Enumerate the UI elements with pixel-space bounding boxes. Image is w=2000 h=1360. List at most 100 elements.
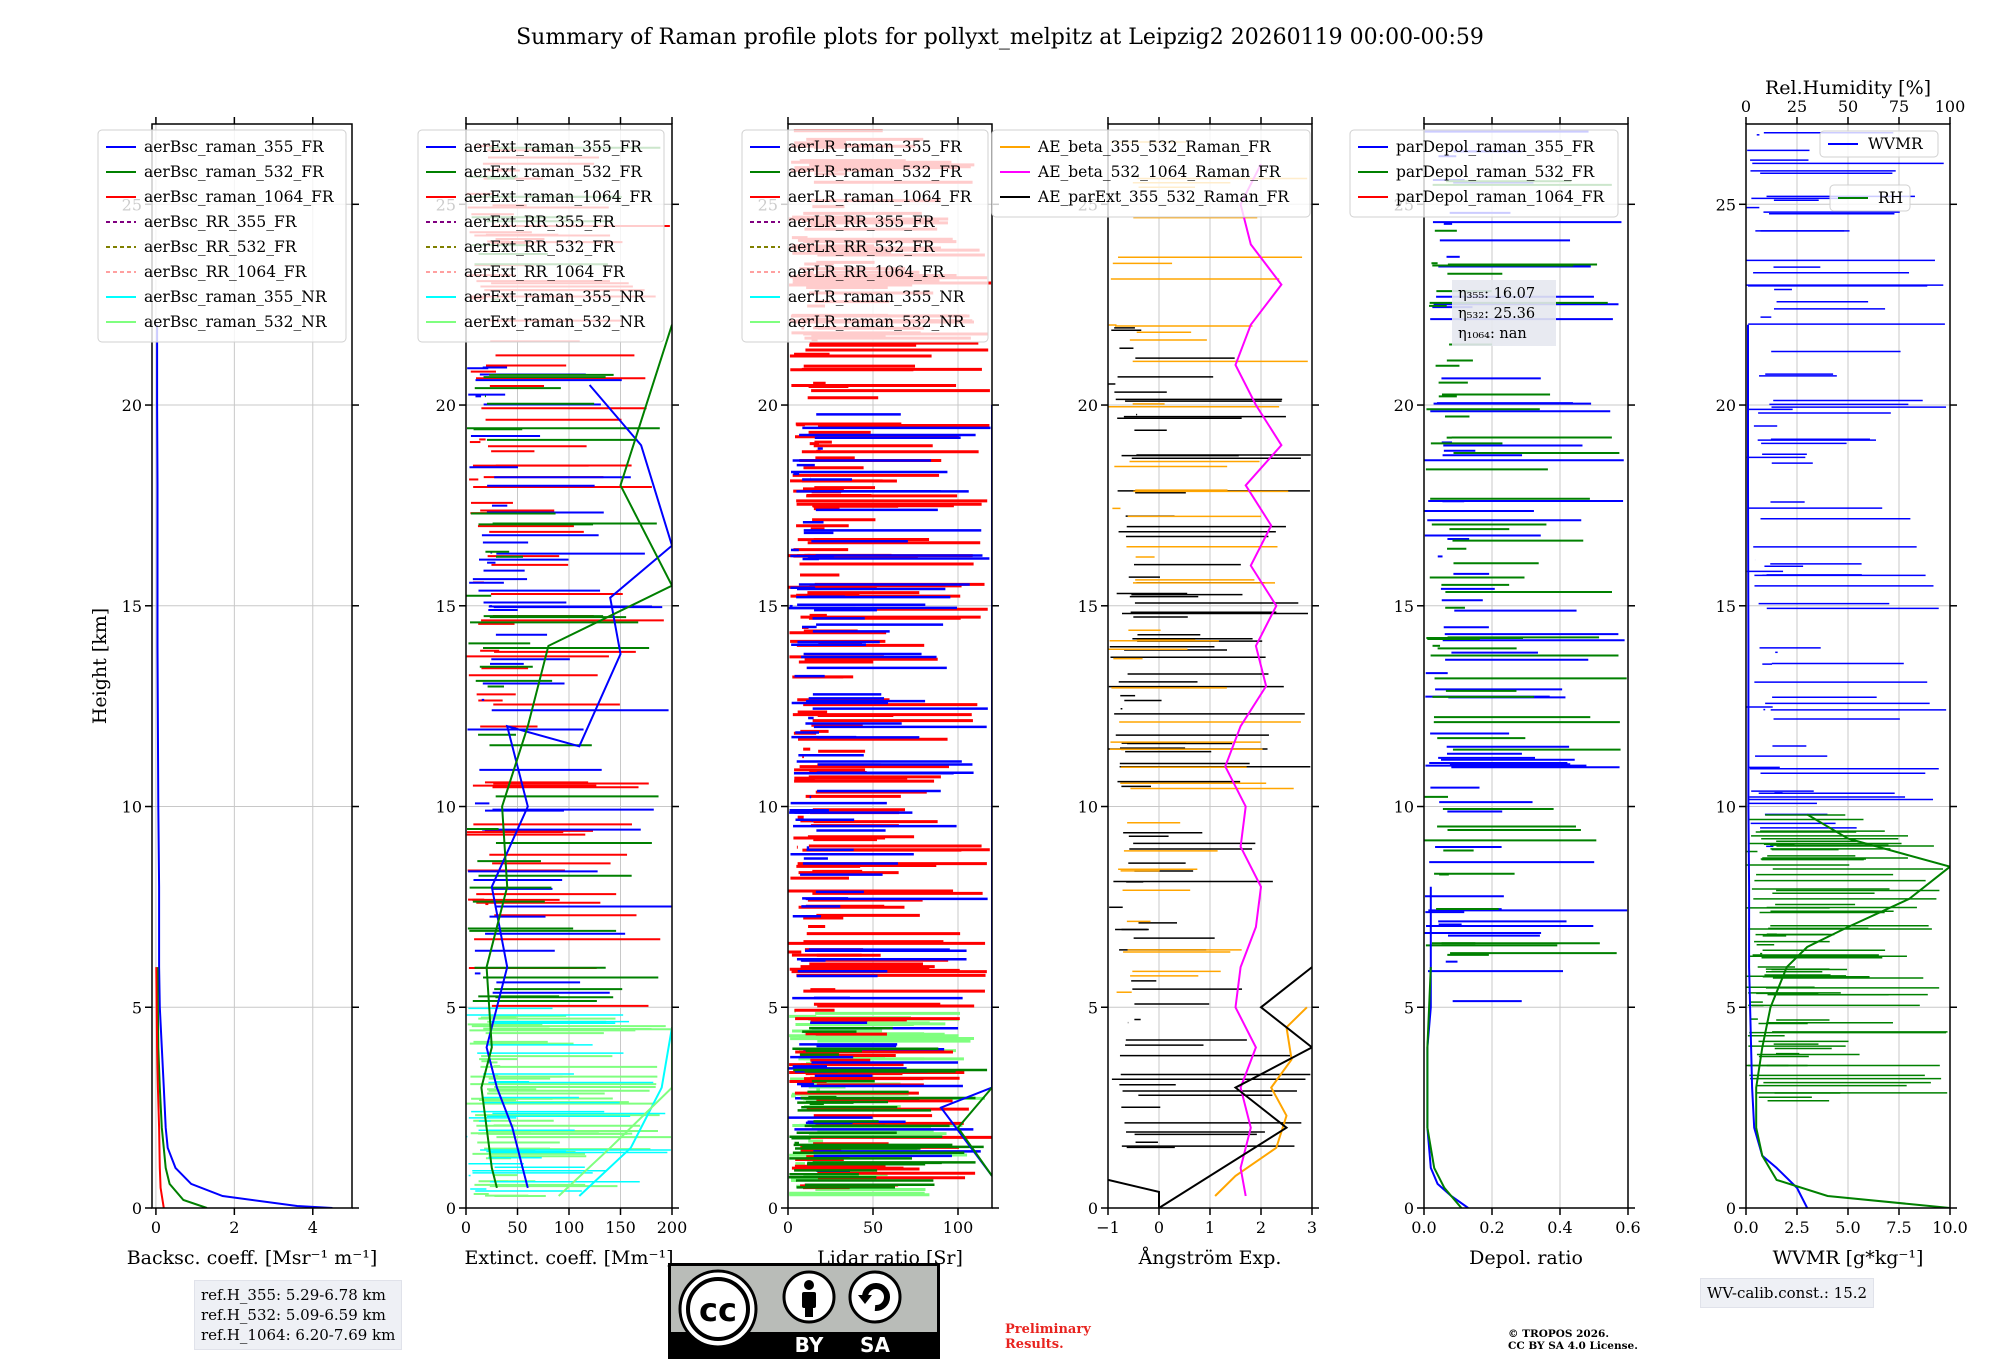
series-line-aerExt_raman_532_FR [480, 324, 672, 1189]
y-tick-label: 20 [122, 396, 142, 415]
x-tick-label: −1 [1096, 1218, 1120, 1237]
legend-label: RH [1878, 189, 1903, 207]
series-line-aerLR_raman_355_FR [939, 405, 992, 1177]
legend-frame [97, 129, 347, 343]
top-tick-label: 100 [1935, 97, 1966, 116]
ref-height-1064: ref.H_1064: 6.20-7.69 km [201, 1326, 396, 1344]
legend-label: aerLR_raman_1064_FR [788, 188, 973, 206]
legend-label: AE_parExt_355_532_Raman_FR [1037, 188, 1290, 206]
x-axis-label: Ångström Exp. [1138, 1247, 1282, 1269]
y-tick-label: 10 [758, 798, 778, 817]
series-line-aerBsc_raman_532_FR [156, 967, 208, 1208]
y-tick-label: 10 [1078, 798, 1098, 817]
legend-label: aerLR_raman_355_FR [788, 138, 963, 156]
axes-frame [151, 123, 353, 1209]
x-tick-label: 2.5 [1784, 1218, 1809, 1237]
x-tick-label: 150 [605, 1218, 636, 1237]
preliminary-line-2: Results. [1005, 1337, 1064, 1352]
legend-label: aerLR_RR_532_FR [788, 238, 936, 256]
ref-height-532: ref.H_532: 5.09-6.59 km [201, 1306, 386, 1324]
top-tick-label: 25 [1787, 97, 1807, 116]
legend-label: AE_beta_355_532_Raman_FR [1037, 138, 1272, 156]
x-tick-label: 0.6 [1615, 1218, 1640, 1237]
series-line-AE_beta_355_532_Raman_FR [1214, 1006, 1308, 1197]
legend-label: aerExt_raman_1064_FR [464, 188, 653, 206]
axes-frame [787, 123, 993, 1209]
legend-label: aerExt_raman_355_NR [464, 288, 646, 306]
y-tick-label: 0 [446, 1199, 456, 1218]
y-tick-label: 15 [758, 597, 778, 616]
panel-water_vapor: 0 5 10 15 20 25 0.0 2.5 5.0 7.5 10.0 WVMR [g*kg⁻¹] 0… [1716, 77, 1968, 1269]
y-tick-label: 5 [768, 998, 778, 1017]
x-axis-label: WVMR [g*kg⁻¹] [1773, 1247, 1924, 1269]
legend-RH: RH [1829, 184, 1911, 212]
top-tick-label: 75 [1889, 97, 1909, 116]
y-tick-label: 0 [1404, 1199, 1414, 1218]
x-tick-label: 50 [863, 1218, 883, 1237]
top-tick-label: 50 [1838, 97, 1858, 116]
legend-label: aerExt_RR_532_FR [464, 238, 616, 256]
series-line-WVMR [1747, 324, 1809, 1208]
series-line-aerExt_raman_355_FR [485, 384, 672, 1189]
ref-height-355: ref.H_355: 5.29-6.78 km [201, 1286, 386, 1304]
y-tick-label: 0 [1726, 1199, 1736, 1218]
annotation-box [1452, 280, 1556, 346]
legend: aerExt_raman_355_FR aerExt_raman_532_FRae… [417, 129, 665, 343]
plot-area [1424, 130, 1628, 1208]
y-tick-label: 15 [1394, 597, 1414, 616]
legend-label: aerBsc_RR_355_FR [144, 213, 298, 231]
legend-label: aerBsc_RR_1064_FR [144, 263, 308, 281]
legend-label: aerExt_raman_532_NR [464, 313, 646, 331]
x-tick-label: 0.4 [1547, 1218, 1572, 1237]
annotation-line: η₅₃₂: 25.36 [1458, 306, 1535, 322]
legend-label: aerLR_raman_532_FR [788, 163, 963, 181]
y-tick-label: 15 [1078, 597, 1098, 616]
wv-calib-text: WV-calib.const.: 15.2 [1707, 1284, 1868, 1302]
legend: AE_beta_355_532_Raman_FR AE_beta_532_1064… [991, 129, 1311, 218]
legend-frame [1349, 129, 1619, 218]
legend: aerLR_raman_355_FR aerLR_raman_532_FR aerL… [741, 129, 989, 343]
copyright-line-2: CC BY SA 4.0 License. [1508, 1340, 1638, 1352]
x-tick-label: 50 [507, 1218, 527, 1237]
series-line-aerBsc_raman_355_FR [156, 324, 333, 1208]
legend-label: parDepol_raman_355_FR [1396, 138, 1596, 156]
copyright-note: © TROPOS 2026. CC BY SA 4.0 License. [1508, 1328, 1638, 1352]
y-tick-label: 25 [1716, 195, 1736, 214]
preliminary-line-1: Preliminary [1005, 1322, 1091, 1337]
x-tick-label: 2 [229, 1218, 239, 1237]
copyright-line-1: © TROPOS 2026. [1508, 1328, 1610, 1340]
legend-WVMR: WVMR [1819, 130, 1939, 158]
y-tick-label: 10 [1394, 798, 1414, 817]
x-axis-label: Extinct. coeff. [Mm⁻¹] [464, 1247, 673, 1269]
legend: parDepol_raman_355_FR parDepol_raman_532_… [1349, 129, 1619, 218]
annotation-line: η₁₀₆₄: nan [1458, 326, 1527, 342]
series-line-aerLR_raman_532_FR [956, 1086, 992, 1177]
plot-area [466, 145, 672, 1197]
y-tick-label: 0 [768, 1199, 778, 1218]
legend-label: aerExt_RR_1064_FR [464, 263, 626, 281]
x-tick-label: 7.5 [1886, 1218, 1911, 1237]
x-tick-label: 0.2 [1479, 1218, 1504, 1237]
y-tick-label: 20 [1078, 396, 1098, 415]
y-tick-label: 5 [1088, 998, 1098, 1017]
x-tick-label: 200 [657, 1218, 688, 1237]
sa-share-icon [848, 1270, 902, 1324]
legend-label: aerBsc_raman_532_FR [144, 163, 325, 181]
legend-label: aerBsc_raman_532_NR [144, 313, 328, 331]
y-tick-label: 10 [1716, 798, 1736, 817]
top-tick-label: 0 [1741, 97, 1751, 116]
x-tick-label: 3 [1307, 1218, 1317, 1237]
y-tick-label: 20 [1394, 396, 1414, 415]
series-line-aerExt_raman_532_NR [558, 1027, 672, 1197]
x-tick-label: 0 [783, 1218, 793, 1237]
legend-label: parDepol_raman_532_FR [1396, 163, 1596, 181]
figure-title: Summary of Raman profile plots for polly… [516, 25, 1484, 50]
legend-label: aerBsc_raman_355_FR [144, 138, 325, 156]
x-tick-label: 2 [1256, 1218, 1266, 1237]
legend-label: aerBsc_RR_532_FR [144, 238, 298, 256]
plot-area [1746, 132, 1950, 1208]
x-tick-label: 0 [151, 1218, 161, 1237]
